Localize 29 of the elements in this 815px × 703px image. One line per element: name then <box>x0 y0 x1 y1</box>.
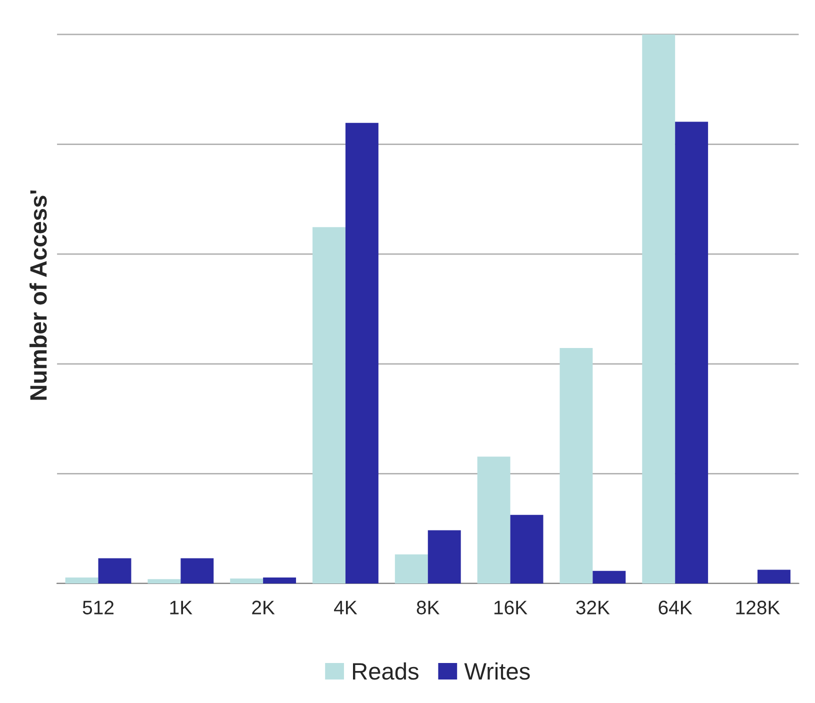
bar <box>312 227 346 584</box>
x-tick-label: 128K <box>736 600 780 614</box>
x-tick-label: 8K <box>416 600 440 614</box>
legend-label: Reads <box>353 662 418 680</box>
bar <box>230 578 264 584</box>
bar <box>345 122 378 584</box>
bar <box>180 558 214 584</box>
bar <box>428 530 461 584</box>
bar <box>675 122 708 584</box>
bar <box>65 577 98 584</box>
bar <box>592 570 626 584</box>
legend-label: Writes <box>464 662 530 680</box>
y-axis-title: Number of Access' <box>29 190 47 400</box>
x-tick-label: 2K <box>252 600 275 614</box>
x-tick-label: 32K <box>576 600 610 614</box>
bar <box>263 577 296 584</box>
bar <box>757 570 790 584</box>
bar <box>510 514 544 584</box>
x-tick-label: 1K <box>170 600 192 614</box>
bar <box>642 34 676 584</box>
x-tick-label: 4K <box>334 600 358 614</box>
x-tick-label: 512 <box>82 600 114 614</box>
x-tick-label: 64K <box>658 600 692 614</box>
bar <box>148 579 181 584</box>
bar <box>394 554 428 584</box>
bar <box>477 456 510 584</box>
x-tick-label: 16K <box>494 600 528 614</box>
bar <box>560 348 593 584</box>
bar <box>98 558 132 584</box>
